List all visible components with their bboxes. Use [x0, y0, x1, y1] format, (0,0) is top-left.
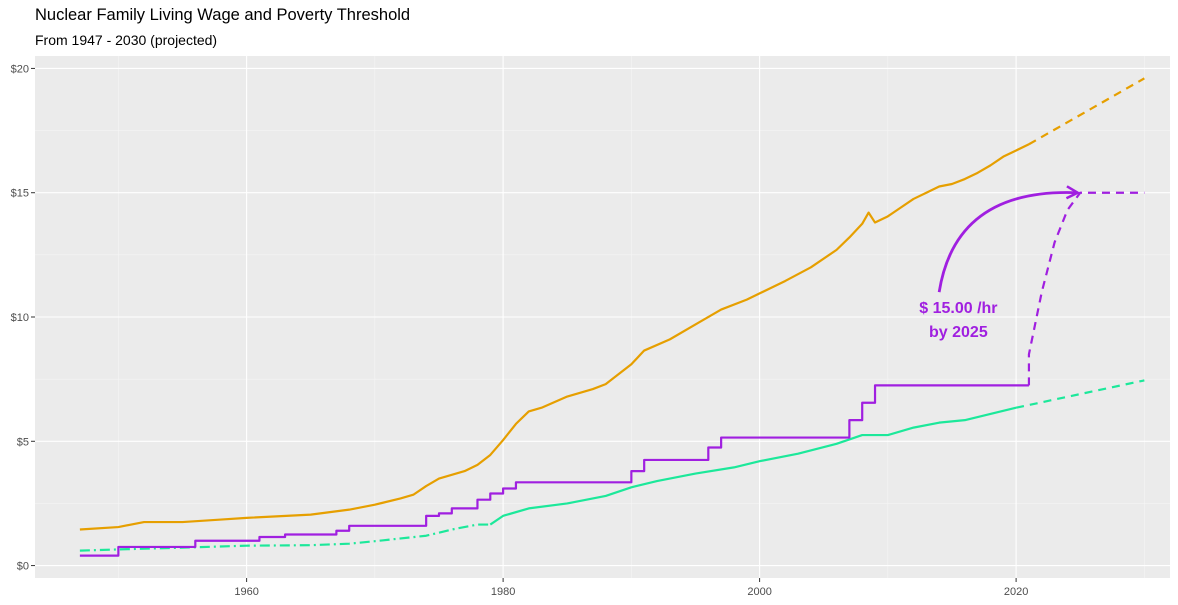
series-group [79, 77, 1145, 557]
y-tick-label: $10 [11, 312, 29, 324]
chart-subtitle: From 1947 - 2030 (projected) [35, 32, 218, 48]
x-tick-label: 2000 [747, 586, 771, 598]
gridlines [35, 56, 1170, 578]
series-line-2 [79, 523, 491, 552]
series-line-3 [489, 406, 1017, 526]
y-tick-label: $15 [11, 188, 29, 200]
chart-title: Nuclear Family Living Wage and Poverty T… [35, 6, 411, 24]
y-tick-label: $0 [17, 561, 29, 573]
annotation-arrow [937, 192, 1078, 293]
series-line-4 [1015, 379, 1145, 409]
x-tick-label: 1980 [491, 586, 515, 598]
series-line-6 [1027, 191, 1145, 386]
y-tick-label: $20 [11, 63, 29, 75]
y-tick-label: $5 [17, 436, 29, 448]
annotation-group: $ 15.00 /hr by 2025 [919, 192, 1077, 341]
series-line-5 [79, 384, 1029, 557]
x-tick-label: 2020 [1004, 586, 1028, 598]
annotation-text-line1: $ 15.00 /hr [919, 300, 997, 317]
axis-ticks: 1960 1980 2000 2020 $0 $5 $10 $15 $20 [11, 63, 1029, 598]
series-line-0 [79, 143, 1030, 531]
annotation-text-line2: by 2025 [929, 324, 988, 341]
x-tick-label: 1960 [234, 586, 258, 598]
